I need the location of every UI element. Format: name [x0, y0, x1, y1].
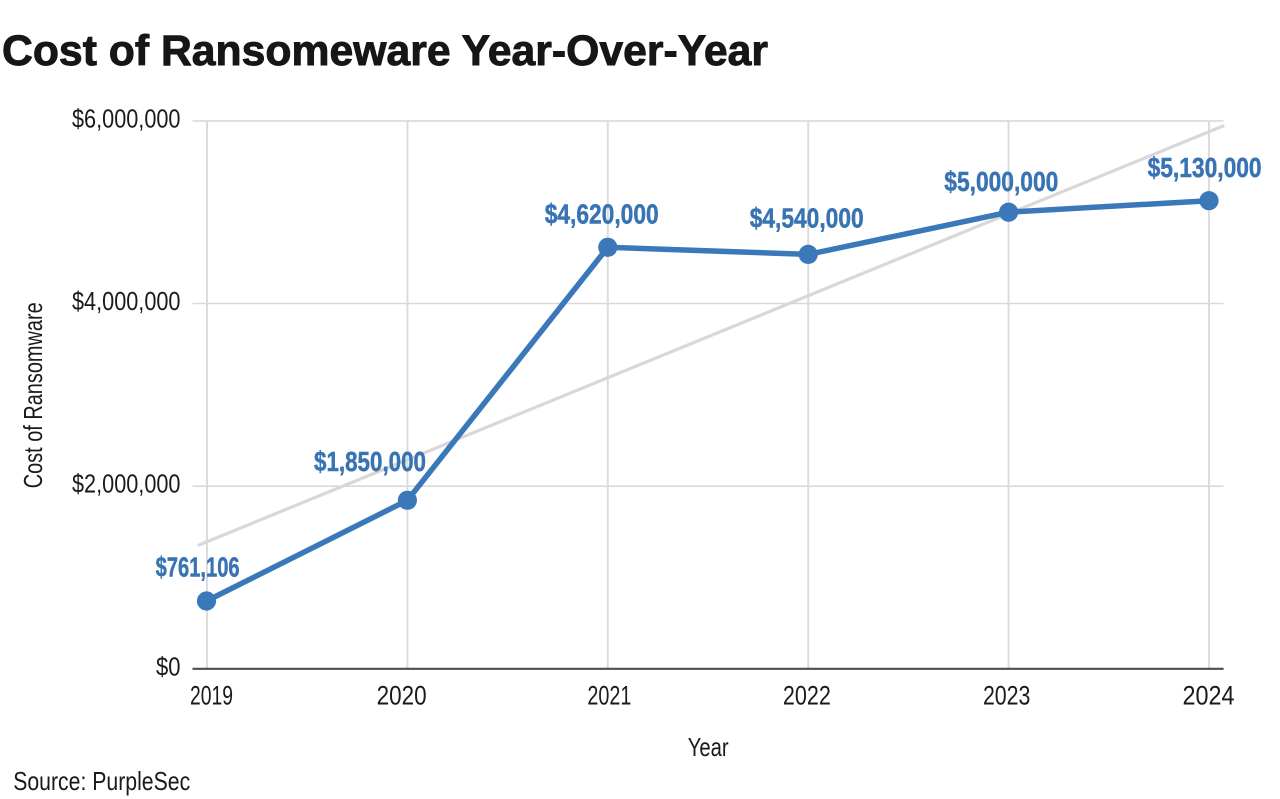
svg-text:$4,000,000: $4,000,000: [72, 286, 181, 316]
svg-text:$0: $0: [156, 651, 181, 681]
svg-text:$4,540,000: $4,540,000: [750, 203, 864, 234]
svg-text:$5,130,000: $5,130,000: [1148, 152, 1262, 183]
svg-text:$761,106: $761,106: [156, 552, 240, 583]
svg-text:$4,620,000: $4,620,000: [545, 199, 659, 230]
svg-text:2023: 2023: [983, 680, 1031, 710]
svg-text:2019: 2019: [190, 680, 233, 710]
svg-text:2020: 2020: [377, 680, 427, 710]
svg-text:Source: PurpleSec: Source: PurpleSec: [13, 766, 190, 796]
svg-text:2022: 2022: [783, 680, 831, 710]
svg-text:2021: 2021: [587, 680, 631, 710]
svg-text:$2,000,000: $2,000,000: [72, 469, 181, 499]
svg-text:$6,000,000: $6,000,000: [72, 103, 181, 133]
svg-text:$1,850,000: $1,850,000: [314, 446, 426, 477]
svg-text:Cost of Ransomware: Cost of Ransomware: [18, 302, 48, 488]
svg-text:$5,000,000: $5,000,000: [944, 166, 1058, 197]
svg-text:Cost of Ransomeware Year-Over-: Cost of Ransomeware Year-Over-Year: [2, 27, 768, 75]
svg-text:2024: 2024: [1183, 680, 1235, 710]
svg-text:Year: Year: [688, 732, 729, 762]
